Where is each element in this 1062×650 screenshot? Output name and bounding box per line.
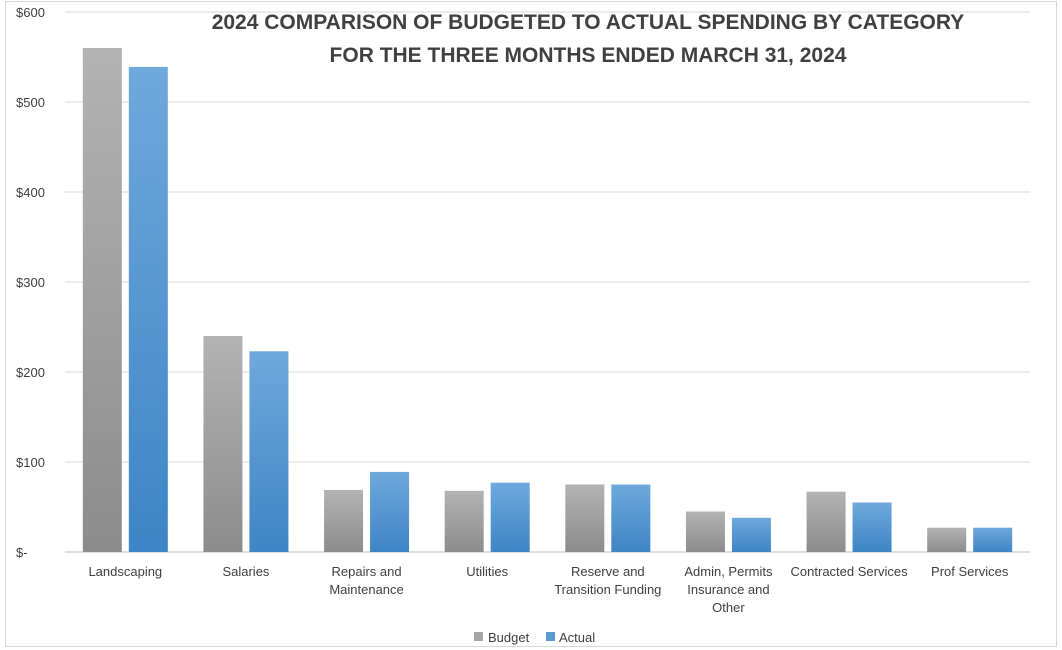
legend-label-actual: Actual xyxy=(559,630,595,645)
bar-actual-0 xyxy=(128,66,168,553)
x-tick-label: Landscaping xyxy=(88,564,162,579)
legend-swatch-budget xyxy=(474,632,483,641)
chart-title: 2024 COMPARISON OF BUDGETED TO ACTUAL SP… xyxy=(212,11,965,67)
y-tick-label: $100 xyxy=(16,455,45,470)
y-tick-label: $300 xyxy=(16,275,45,290)
chart-title-line-1: 2024 COMPARISON OF BUDGETED TO ACTUAL SP… xyxy=(212,11,965,34)
legend-label-budget: Budget xyxy=(488,630,530,645)
bar-actual-5 xyxy=(731,517,771,552)
bar-actual-7 xyxy=(973,527,1013,552)
bars xyxy=(82,48,1013,553)
x-tick-label: Insurance and xyxy=(687,582,769,597)
x-tick-label: Reserve and xyxy=(571,564,645,579)
bar-budget-3 xyxy=(444,490,484,552)
x-tick-label: Admin, Permits xyxy=(684,564,773,579)
y-tick-label: $600 xyxy=(16,5,45,20)
bar-actual-4 xyxy=(611,484,651,552)
chart-title-line-2: FOR THE THREE MONTHS ENDED MARCH 31, 202… xyxy=(330,44,847,67)
x-tick-label: Other xyxy=(712,600,745,615)
x-tick-label: Maintenance xyxy=(329,582,403,597)
legend: Budget Actual xyxy=(474,630,595,645)
bar-budget-2 xyxy=(324,489,364,552)
bar-budget-6 xyxy=(806,491,846,552)
bar-actual-1 xyxy=(249,351,289,552)
bar-budget-4 xyxy=(565,484,605,552)
legend-swatch-actual xyxy=(546,632,555,641)
x-tick-label: Contracted Services xyxy=(791,564,909,579)
y-tick-label: $500 xyxy=(16,95,45,110)
bar-actual-2 xyxy=(370,471,410,552)
bar-budget-7 xyxy=(927,527,967,552)
y-tick-label: $400 xyxy=(16,185,45,200)
x-tick-label: Utilities xyxy=(466,564,508,579)
y-axis-ticks: $- $100 $200 $300 $400 $500 $600 xyxy=(16,5,45,560)
bar-actual-3 xyxy=(490,482,530,552)
x-tick-label: Repairs and xyxy=(332,564,402,579)
y-tick-label: $200 xyxy=(16,365,45,380)
y-tick-label: $- xyxy=(16,545,28,560)
bar-budget-0 xyxy=(82,48,122,552)
bar-budget-1 xyxy=(203,336,243,552)
bar-budget-5 xyxy=(685,511,725,552)
chart-frame: $- $100 $200 $300 $400 $500 $600 Landscaping Sa… xyxy=(5,1,1057,647)
x-tick-label: Salaries xyxy=(222,564,269,579)
bar-chart: $- $100 $200 $300 $400 $500 $600 Landscaping Sa… xyxy=(16,5,1030,645)
x-tick-label: Prof Services xyxy=(931,564,1009,579)
x-axis-labels: Landscaping Salaries Repairs and Maintenanc… xyxy=(88,564,1008,615)
bar-actual-6 xyxy=(852,502,892,552)
x-tick-label: Transition Funding xyxy=(554,582,661,597)
